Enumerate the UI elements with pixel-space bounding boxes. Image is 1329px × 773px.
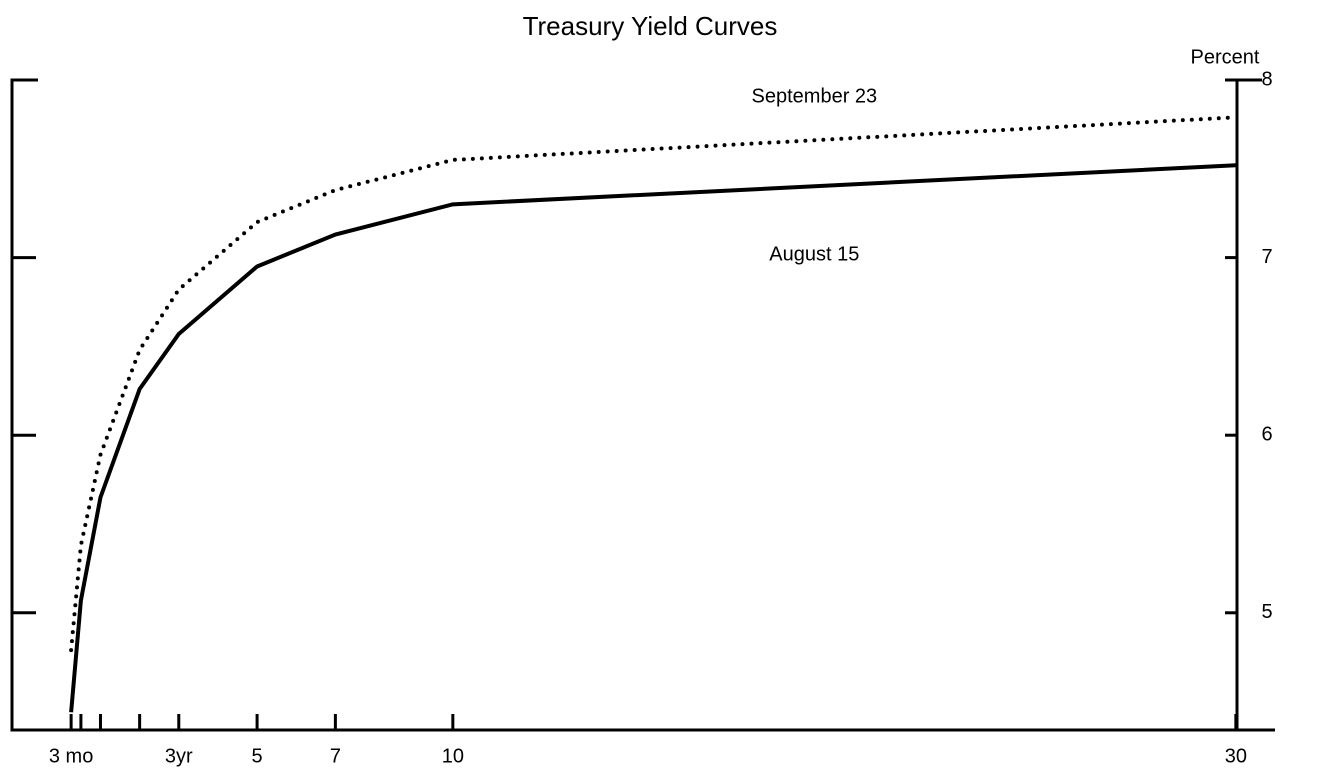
axis-frame (10, 78, 1275, 732)
x-tick-label: 30 (1225, 745, 1247, 767)
right-axis (1235, 78, 1262, 730)
x-tick-label: 3yr (165, 745, 193, 767)
series-label: August 15 (769, 244, 859, 266)
y-tick-label: 7 (1261, 246, 1272, 268)
y-tick-label: 5 (1261, 601, 1272, 623)
x-tick-label: 10 (442, 745, 464, 767)
x-tick-label: 5 (252, 745, 263, 767)
y-tick-label: 8 (1261, 68, 1272, 90)
series-line (69, 115, 1238, 653)
y-tick-label: 6 (1261, 423, 1272, 445)
chart-title: Treasury Yield Curves (523, 11, 778, 41)
series-label: September 23 (752, 86, 878, 108)
series-line (69, 163, 1236, 713)
y-axis-label: Percent (1191, 46, 1260, 68)
x-tick-label: 3 mo (49, 745, 93, 767)
x-tick-label: 7 (330, 745, 341, 767)
